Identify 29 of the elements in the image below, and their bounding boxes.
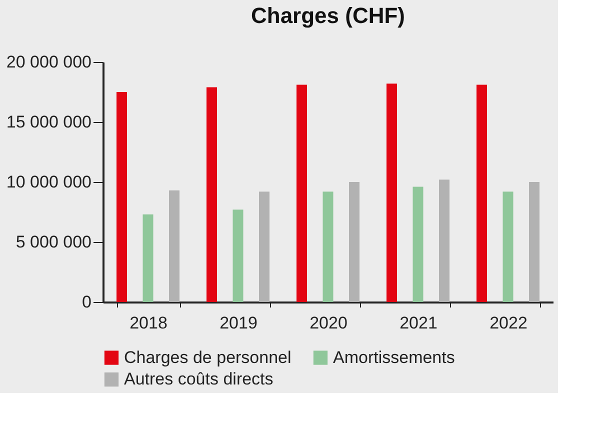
y-tick-label: 20 000 000 [6, 52, 92, 72]
bar [232, 210, 244, 302]
y-tick-label: 10 000 000 [6, 172, 92, 192]
x-tick-label: 2020 [310, 314, 348, 332]
bar [412, 186, 424, 302]
bar [439, 180, 450, 302]
bar [476, 84, 487, 302]
x-tick-label: 2018 [130, 314, 168, 332]
legend-label: Amortissements [333, 348, 455, 367]
y-tick-label: 0 [82, 292, 92, 312]
bar [206, 87, 217, 302]
legend-label: Charges de personnel [124, 348, 292, 367]
bar [259, 192, 270, 302]
bar [386, 84, 397, 302]
legend-label: Autres coûts directs [124, 370, 274, 388]
y-tick-label: 15 000 000 [6, 112, 92, 132]
bar [349, 182, 360, 302]
x-tick-label: 2022 [490, 314, 528, 332]
x-tick-label: 2021 [400, 314, 438, 332]
bar [116, 92, 127, 302]
bar [296, 84, 307, 302]
chart-title: Charges (CHF) [250, 3, 406, 28]
bar [529, 182, 540, 302]
x-tick-label: 2019 [220, 314, 258, 332]
bar [322, 192, 334, 302]
bar [502, 192, 514, 302]
bar [142, 214, 154, 302]
y-tick-label: 5 000 000 [16, 232, 92, 252]
bar [169, 190, 180, 302]
